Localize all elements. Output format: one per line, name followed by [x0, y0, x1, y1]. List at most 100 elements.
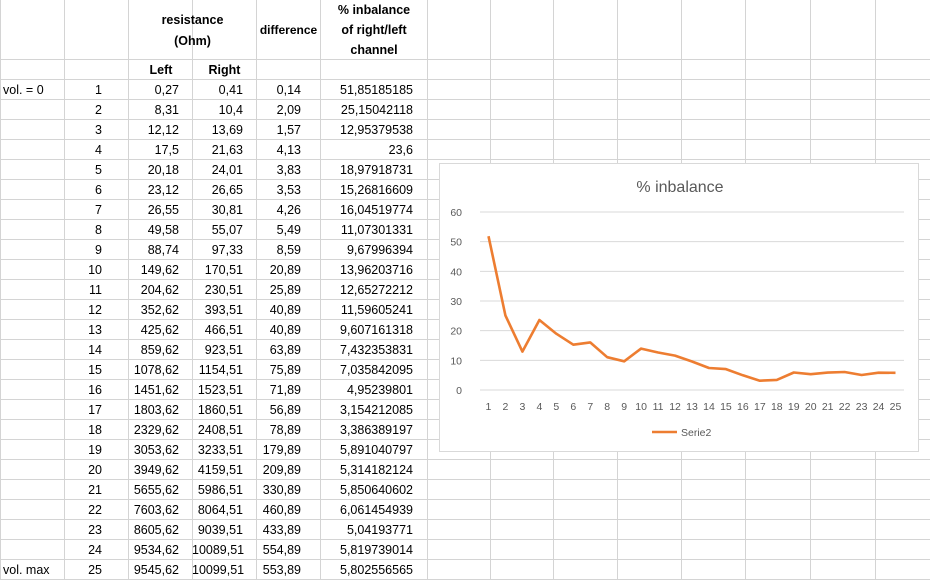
cell-left[interactable]: 49,58 — [147, 223, 179, 237]
cell-difference[interactable]: 554,89 — [262, 543, 301, 557]
row-label[interactable] — [3, 420, 63, 440]
cell-right[interactable]: 97,33 — [211, 243, 243, 257]
row-index[interactable]: 13 — [88, 323, 102, 337]
row-index[interactable]: 24 — [88, 543, 102, 557]
cell-right[interactable]: 5986,51 — [197, 483, 243, 497]
row-label[interactable] — [3, 400, 63, 420]
cell-difference[interactable]: 4,13 — [276, 143, 301, 157]
cell-left[interactable]: 12,12 — [147, 123, 179, 137]
cell-inbalance[interactable]: 16,04519774 — [340, 203, 413, 217]
cell-right[interactable]: 170,51 — [204, 263, 243, 277]
cell-difference[interactable]: 25,89 — [269, 283, 301, 297]
header-inbalance-line2[interactable]: of right/left — [341, 23, 407, 37]
cell-inbalance[interactable]: 9,67996394 — [346, 243, 413, 257]
cell-difference[interactable]: 40,89 — [269, 323, 301, 337]
row-index[interactable]: 15 — [88, 363, 102, 377]
cell-inbalance[interactable]: 5,802556565 — [340, 563, 413, 577]
cell-right[interactable]: 30,81 — [211, 203, 243, 217]
row-index[interactable]: 9 — [95, 243, 102, 257]
cell-left[interactable]: 2329,62 — [133, 423, 179, 437]
cell-left[interactable]: 204,62 — [140, 283, 179, 297]
cell-right[interactable]: 26,65 — [211, 183, 243, 197]
cell-inbalance[interactable]: 18,97918731 — [340, 163, 413, 177]
cell-inbalance[interactable]: 9,607161318 — [340, 323, 413, 337]
cell-difference[interactable]: 553,89 — [262, 563, 301, 577]
header-difference[interactable]: difference — [259, 23, 318, 37]
cell-difference[interactable]: 3,83 — [276, 163, 301, 177]
cell-left[interactable]: 425,62 — [140, 323, 179, 337]
row-label[interactable] — [3, 300, 63, 320]
row-label[interactable] — [3, 240, 63, 260]
cell-right[interactable]: 2408,51 — [197, 423, 243, 437]
row-label[interactable] — [3, 200, 63, 220]
row-index[interactable]: 23 — [88, 523, 102, 537]
cell-right[interactable]: 393,51 — [204, 303, 243, 317]
row-index[interactable]: 17 — [88, 403, 102, 417]
cell-difference[interactable]: 71,89 — [269, 383, 301, 397]
row-label[interactable] — [3, 520, 63, 540]
row-label[interactable]: vol. = 0 — [3, 83, 44, 97]
cell-inbalance[interactable]: 11,59605241 — [340, 303, 413, 317]
cell-inbalance[interactable]: 51,85185185 — [340, 83, 413, 97]
header-inbalance-line3[interactable]: channel — [350, 43, 398, 57]
cell-difference[interactable]: 56,89 — [269, 403, 301, 417]
cell-right[interactable]: 8064,51 — [197, 503, 243, 517]
cell-inbalance[interactable]: 5,314182124 — [340, 463, 413, 477]
cell-left[interactable]: 20,18 — [147, 163, 179, 177]
row-index[interactable]: 11 — [89, 283, 102, 297]
inbalance-chart[interactable]: % inbalance 0 10 20 30 40 50 60 1 2 3 4 5 6 7 8 9 10 11 1… — [439, 163, 919, 452]
cell-right[interactable]: 55,07 — [211, 223, 243, 237]
row-index[interactable]: 21 — [88, 483, 102, 497]
row-label[interactable] — [3, 160, 63, 180]
cell-difference[interactable]: 20,89 — [269, 263, 301, 277]
row-label[interactable] — [3, 260, 63, 280]
row-label[interactable] — [3, 480, 63, 500]
cell-inbalance[interactable]: 5,891040797 — [340, 443, 413, 457]
header-right[interactable]: Right — [208, 63, 241, 77]
cell-difference[interactable]: 1,57 — [276, 123, 301, 137]
cell-inbalance[interactable]: 5,04193771 — [346, 523, 413, 537]
row-label[interactable] — [3, 360, 63, 380]
cell-inbalance[interactable]: 12,65272212 — [340, 283, 413, 297]
row-label[interactable] — [3, 100, 63, 120]
row-index[interactable]: 22 — [88, 503, 102, 517]
cell-difference[interactable]: 179,89 — [262, 443, 301, 457]
cell-inbalance[interactable]: 6,061454939 — [340, 503, 413, 517]
header-inbalance-line1[interactable]: % inbalance — [337, 3, 411, 17]
cell-inbalance[interactable]: 4,95239801 — [346, 383, 413, 397]
cell-right[interactable]: 10099,51 — [192, 563, 245, 577]
cell-difference[interactable]: 63,89 — [269, 343, 301, 357]
row-label[interactable] — [3, 140, 63, 160]
cell-left[interactable]: 0,27 — [154, 83, 179, 97]
cell-right[interactable]: 10,4 — [218, 103, 243, 117]
row-index[interactable]: 1 — [95, 83, 102, 97]
cell-inbalance[interactable]: 11,07301331 — [340, 223, 413, 237]
row-label[interactable] — [3, 120, 63, 140]
cell-inbalance[interactable]: 25,15042118 — [340, 103, 413, 117]
cell-right[interactable]: 3233,51 — [197, 443, 243, 457]
cell-right[interactable]: 4159,51 — [197, 463, 243, 477]
cell-difference[interactable]: 2,09 — [276, 103, 301, 117]
row-label[interactable] — [3, 540, 63, 560]
cell-right[interactable]: 1523,51 — [197, 383, 243, 397]
row-label[interactable] — [3, 180, 63, 200]
cell-inbalance[interactable]: 7,432353831 — [340, 343, 413, 357]
cell-left[interactable]: 88,74 — [147, 243, 179, 257]
cell-left[interactable]: 7603,62 — [133, 503, 179, 517]
row-index[interactable]: 10 — [88, 263, 102, 277]
row-index[interactable]: 16 — [88, 383, 102, 397]
cell-left[interactable]: 3053,62 — [133, 443, 179, 457]
cell-right[interactable]: 13,69 — [211, 123, 243, 137]
cell-right[interactable]: 0,41 — [218, 83, 243, 97]
cell-right[interactable]: 466,51 — [204, 323, 243, 337]
cell-left[interactable]: 9545,62 — [133, 563, 179, 577]
cell-left[interactable]: 1451,62 — [133, 383, 179, 397]
cell-right[interactable]: 923,51 — [204, 343, 243, 357]
cell-left[interactable]: 352,62 — [140, 303, 179, 317]
cell-inbalance[interactable]: 7,035842095 — [340, 363, 413, 377]
cell-difference[interactable]: 330,89 — [262, 483, 301, 497]
cell-inbalance[interactable]: 5,850640602 — [340, 483, 413, 497]
row-index[interactable]: 12 — [88, 303, 102, 317]
row-index[interactable]: 18 — [88, 423, 102, 437]
row-index[interactable]: 4 — [95, 143, 102, 157]
